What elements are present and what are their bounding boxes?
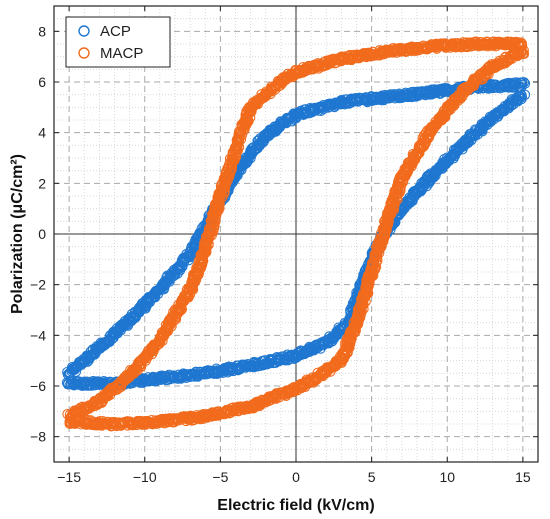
data-point	[202, 229, 214, 240]
x-tick-label: −5	[212, 469, 228, 485]
y-tick-label: −6	[30, 378, 46, 394]
x-tick-label: −10	[133, 469, 157, 485]
y-tick-label: −2	[30, 277, 46, 293]
data-point	[62, 379, 74, 390]
data-point	[174, 371, 185, 383]
data-point	[263, 127, 274, 138]
y-tick-label: 8	[38, 23, 46, 39]
legend-label: MACP	[100, 45, 143, 62]
x-axis-label: Electric field (kV/cm)	[217, 497, 374, 514]
data-point	[134, 360, 145, 371]
legend: ACP MACP	[65, 16, 171, 68]
data-point	[175, 303, 187, 314]
y-tick-label: −4	[30, 327, 46, 343]
x-tick-label: −15	[57, 469, 81, 485]
y-tick-label: −8	[30, 429, 46, 445]
data-point	[416, 41, 427, 52]
y-tick-label: 0	[38, 226, 46, 242]
x-tick-label: 5	[368, 469, 376, 485]
x-tick-label: 0	[292, 469, 300, 485]
data-point	[424, 41, 436, 52]
data-point	[213, 194, 225, 206]
x-tick-label: 15	[515, 469, 531, 485]
series-layer	[61, 36, 531, 432]
legend-label: ACP	[100, 23, 131, 40]
series-macp	[62, 36, 530, 432]
data-point	[207, 221, 218, 233]
data-point	[80, 378, 91, 389]
x-tick-label: 10	[439, 469, 455, 485]
data-point	[516, 38, 528, 49]
y-axis-label: Polarization (μC/cm²)	[9, 154, 26, 314]
y-tick-label: 4	[38, 125, 46, 141]
y-tick-label: 6	[38, 74, 46, 90]
data-point	[517, 77, 528, 88]
data-point	[376, 47, 387, 58]
data-point	[61, 377, 73, 388]
data-point	[231, 139, 243, 151]
y-tick-label: 2	[38, 175, 46, 191]
